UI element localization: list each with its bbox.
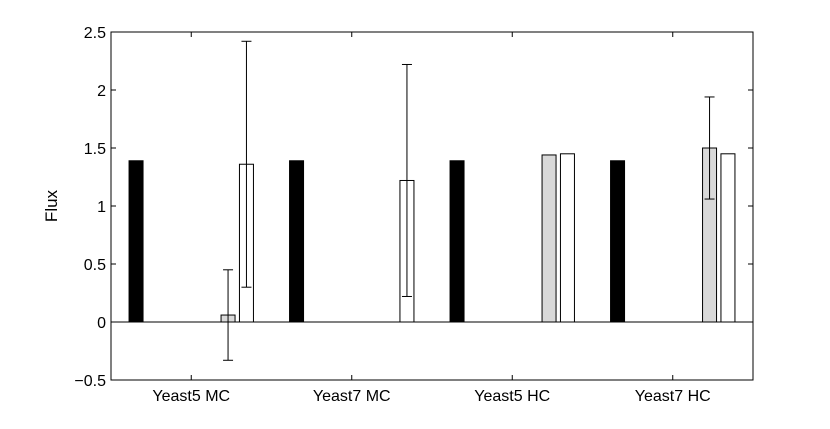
error-bar xyxy=(401,63,412,297)
y-tick-label: 1.5 xyxy=(84,141,106,158)
y-tick-label: 1 xyxy=(97,199,106,216)
x-tick-label: Yeast7 HC xyxy=(635,388,711,405)
y-axis-label: Flux xyxy=(42,189,61,222)
y-tick-label: −0.5 xyxy=(74,373,106,390)
x-axis: Yeast5 MC Yeast7 MC Yeast5 HC Yeast7 HC xyxy=(152,32,711,405)
plot-area xyxy=(111,32,753,380)
bar xyxy=(289,160,305,323)
bar xyxy=(128,160,144,323)
error-bar xyxy=(241,40,252,288)
error-bar xyxy=(223,269,234,361)
bar xyxy=(449,160,465,323)
x-tick-label: Yeast5 MC xyxy=(152,388,230,405)
error-bar xyxy=(704,96,715,200)
x-tick-label: Yeast5 HC xyxy=(474,388,550,405)
x-tick-label: Yeast7 MC xyxy=(313,388,391,405)
y-tick-label: 0 xyxy=(97,315,106,332)
y-axis: −0.5 0 0.5 1 1.5 2 2.5 xyxy=(74,25,753,390)
y-tick-label: 2 xyxy=(97,83,106,100)
bar xyxy=(720,153,736,323)
y-tick-label: 2.5 xyxy=(84,25,106,42)
error-bars-layer xyxy=(223,40,715,361)
bar xyxy=(559,153,575,323)
bars-layer xyxy=(128,147,736,323)
y-tick-label: 0.5 xyxy=(84,257,106,274)
bar xyxy=(610,160,626,323)
bar xyxy=(541,154,557,323)
